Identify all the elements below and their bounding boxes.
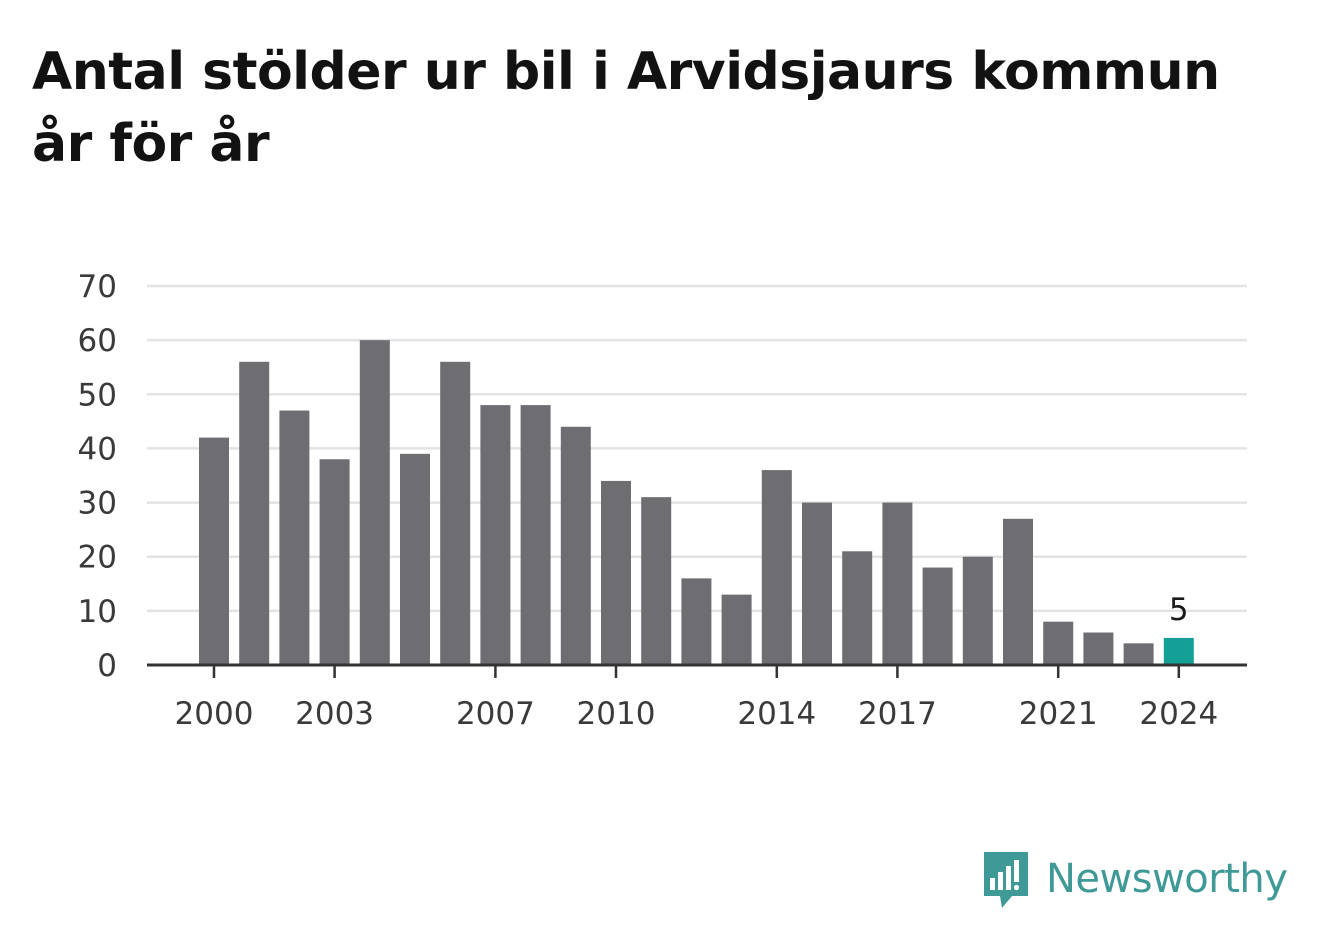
x-tick-label: 2010 bbox=[577, 696, 656, 732]
bar bbox=[239, 361, 270, 665]
data-labels: 5 bbox=[1169, 592, 1189, 628]
bar bbox=[1123, 643, 1154, 665]
y-axis-ticks: 0 10 20 30 40 50 60 70 bbox=[78, 269, 117, 684]
y-tick-label: 60 bbox=[78, 323, 117, 359]
bars bbox=[199, 340, 1194, 665]
x-tick-label: 2017 bbox=[858, 696, 937, 732]
bar bbox=[440, 361, 471, 665]
bar-chart: 0 10 20 30 40 50 60 70 2000 2003 2007 2010 2014 2017… bbox=[78, 269, 1247, 732]
x-tick-label: 2014 bbox=[737, 696, 816, 732]
speech-bubble-bar-chart-icon bbox=[984, 852, 1028, 908]
bar bbox=[721, 594, 752, 665]
bar bbox=[601, 480, 631, 665]
bar bbox=[1083, 632, 1114, 665]
bar bbox=[480, 405, 511, 665]
bar bbox=[922, 567, 953, 665]
bar bbox=[761, 470, 792, 665]
bar bbox=[359, 340, 390, 665]
y-tick-label: 10 bbox=[78, 594, 117, 630]
bar bbox=[279, 410, 310, 665]
x-tick-label: 2000 bbox=[175, 696, 254, 732]
bar bbox=[681, 578, 712, 665]
y-tick-label: 70 bbox=[78, 269, 117, 305]
data-label: 5 bbox=[1169, 592, 1189, 628]
x-tick-label: 2024 bbox=[1139, 696, 1218, 732]
bar bbox=[641, 497, 672, 665]
bar bbox=[400, 453, 430, 665]
bar bbox=[1163, 637, 1194, 665]
bar bbox=[319, 459, 350, 665]
x-tick-label: 2003 bbox=[295, 696, 374, 732]
bar bbox=[842, 551, 873, 665]
brand-logo: Newsworthy bbox=[980, 848, 1288, 910]
y-tick-label: 40 bbox=[78, 431, 117, 467]
gridlines bbox=[147, 284, 1247, 613]
bar bbox=[520, 405, 551, 665]
bar bbox=[882, 502, 913, 665]
x-tick-label: 2007 bbox=[456, 696, 535, 732]
x-axis: 2000 2003 2007 2010 2014 2017 2021 2024 bbox=[147, 663, 1247, 732]
y-tick-label: 0 bbox=[97, 648, 117, 684]
chart-title: Antal stölder ur bil i Arvidsjaurs kommu… bbox=[32, 42, 1220, 174]
brand-name: Newsworthy bbox=[1046, 856, 1288, 902]
bar bbox=[962, 556, 993, 665]
x-tick-label: 2021 bbox=[1019, 696, 1098, 732]
y-tick-label: 20 bbox=[78, 540, 117, 576]
bar bbox=[802, 502, 832, 665]
bar bbox=[1043, 621, 1074, 665]
y-tick-label: 30 bbox=[78, 486, 117, 522]
y-tick-label: 50 bbox=[78, 377, 117, 413]
bar bbox=[560, 426, 591, 665]
bar bbox=[199, 437, 229, 665]
bar bbox=[1003, 518, 1033, 665]
